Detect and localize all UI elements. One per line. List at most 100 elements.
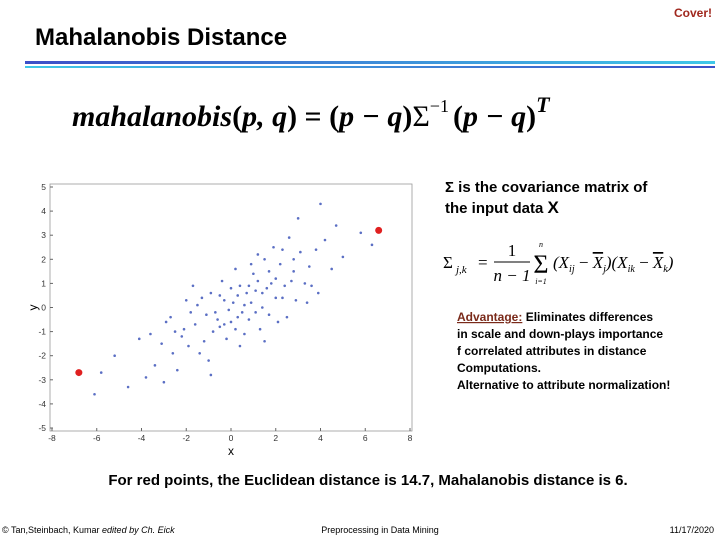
formula-part: X bbox=[652, 253, 664, 272]
formula-part: (Xij − Xj)(Xik − Xk) bbox=[553, 253, 674, 275]
point bbox=[209, 291, 213, 295]
point bbox=[330, 267, 333, 271]
point bbox=[236, 315, 240, 319]
point bbox=[252, 272, 255, 276]
footer-authors: © Tan,Steinbach, Kumar bbox=[2, 525, 100, 535]
formula-part: p, q bbox=[239, 100, 287, 133]
formula-part: − bbox=[575, 253, 593, 272]
point bbox=[310, 284, 313, 288]
point bbox=[222, 323, 226, 326]
point bbox=[209, 373, 213, 377]
y-tick-label: -2 bbox=[38, 351, 46, 361]
formula-part: ( bbox=[453, 100, 463, 133]
formula-part: = bbox=[478, 253, 488, 272]
y-tick-label: 3 bbox=[41, 230, 46, 240]
plot-area bbox=[49, 183, 413, 432]
conclusion: For red points, the Euclidean distance i… bbox=[108, 472, 627, 489]
rule bbox=[25, 61, 715, 64]
point bbox=[137, 337, 141, 341]
point bbox=[180, 335, 184, 338]
formula-part: j bbox=[601, 264, 606, 275]
point bbox=[229, 286, 233, 290]
scatter-plot: -8 -6 -4 -2 0 2 4 6 8 -5 -4 -3 -2 -1 0 1 2 3 4 5 x y bbox=[26, 182, 413, 458]
point bbox=[93, 392, 96, 396]
footer-authors: © Tan,Steinbach, Kumar edited by Ch. Eic… bbox=[2, 525, 175, 535]
point bbox=[162, 380, 166, 384]
x-tick-label: -2 bbox=[182, 433, 190, 443]
point bbox=[207, 359, 210, 362]
point bbox=[191, 284, 195, 288]
point bbox=[299, 250, 302, 254]
footer-editor: edited by Ch. Eick bbox=[102, 525, 175, 535]
formula-part: Σ bbox=[412, 100, 429, 133]
formula-part: )(X bbox=[605, 253, 628, 272]
rule bbox=[25, 66, 715, 68]
point bbox=[187, 344, 190, 348]
point bbox=[225, 337, 228, 341]
y-tick-label: -3 bbox=[38, 375, 46, 385]
y-tick-label: 5 bbox=[41, 182, 46, 192]
x-tick-label: -4 bbox=[138, 433, 146, 443]
point bbox=[274, 296, 278, 300]
point bbox=[144, 376, 148, 379]
point bbox=[256, 253, 260, 256]
formula-part: ) bbox=[667, 253, 674, 272]
formula-part: n − 1 bbox=[494, 266, 531, 285]
point bbox=[370, 243, 374, 247]
x-tick-label: 2 bbox=[273, 433, 278, 443]
point bbox=[269, 282, 273, 285]
point bbox=[231, 301, 235, 304]
covariance-text: Σ is the covariance matrix of bbox=[445, 179, 648, 196]
point bbox=[202, 339, 206, 343]
x-axis-label: x bbox=[228, 444, 234, 458]
point bbox=[316, 291, 320, 295]
formula-part: p − q bbox=[460, 100, 526, 133]
advantage-note: Advantage: Eliminates differences in sca… bbox=[457, 310, 670, 392]
point bbox=[171, 351, 175, 355]
point bbox=[272, 245, 275, 249]
point bbox=[263, 339, 266, 343]
point bbox=[99, 371, 103, 374]
point bbox=[254, 289, 257, 292]
point bbox=[238, 284, 242, 288]
point bbox=[303, 282, 307, 285]
footer-course: Preprocessing in Data Mining bbox=[321, 525, 439, 535]
x-tick-label: 8 bbox=[408, 433, 413, 443]
formula-part: n bbox=[539, 240, 543, 249]
point bbox=[278, 262, 282, 266]
formula-part: mahalanobis bbox=[72, 100, 232, 133]
point bbox=[205, 313, 208, 317]
point bbox=[234, 267, 237, 271]
point bbox=[113, 354, 116, 358]
y-tick-label: -5 bbox=[38, 423, 46, 433]
advantage-line: f correlated attributes in distance bbox=[457, 344, 647, 358]
footer-date: 11/17/2020 bbox=[670, 525, 714, 535]
point bbox=[234, 327, 237, 331]
point bbox=[249, 262, 253, 266]
point bbox=[314, 248, 318, 251]
x-tick-label: -8 bbox=[48, 433, 56, 443]
point bbox=[247, 318, 251, 321]
point bbox=[274, 277, 278, 280]
y-tick-label: 0 bbox=[41, 303, 46, 313]
point bbox=[153, 364, 157, 367]
advantage-line: in scale and down-plays importance bbox=[457, 327, 663, 341]
formula-part: −1 bbox=[430, 96, 449, 116]
point bbox=[267, 313, 271, 317]
formula-part: 1 bbox=[508, 241, 517, 260]
x-tick-label: 4 bbox=[318, 433, 323, 443]
point bbox=[256, 279, 260, 283]
point bbox=[292, 270, 295, 273]
point bbox=[182, 327, 186, 331]
point bbox=[214, 311, 217, 314]
formula-part: i=1 bbox=[535, 277, 547, 286]
point bbox=[290, 279, 293, 283]
point bbox=[296, 217, 300, 220]
point bbox=[258, 327, 262, 331]
y-tick-label: -1 bbox=[38, 327, 46, 337]
point bbox=[305, 301, 309, 304]
point bbox=[359, 231, 363, 235]
point bbox=[249, 301, 253, 304]
point bbox=[200, 296, 204, 300]
